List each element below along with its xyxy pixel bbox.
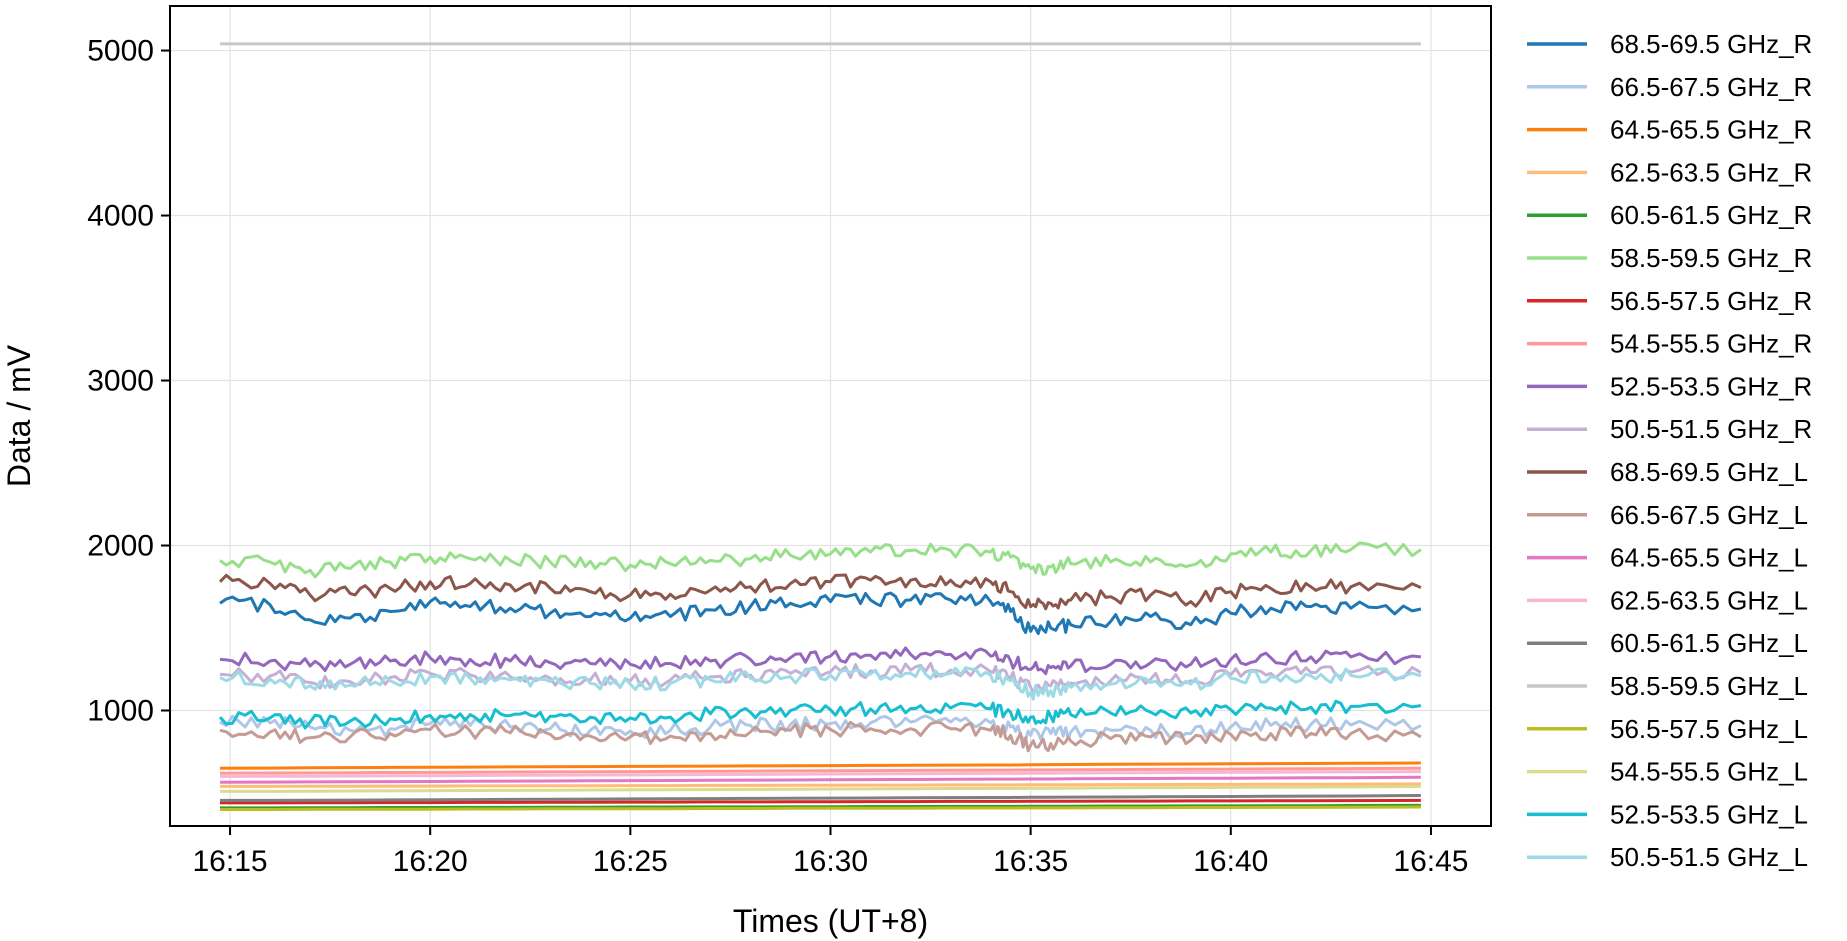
- legend-label: 52.5-53.5 GHz_R: [1610, 371, 1812, 401]
- series-line: [220, 803, 1421, 810]
- series-line: [219, 720, 1422, 753]
- legend: 68.5-69.5 GHz_R 66.5-67.5 GHz_R 64.5-65.5 …: [1527, 29, 1812, 872]
- legend-label: 52.5-53.5 GHz_L: [1610, 799, 1808, 829]
- legend-label: 62.5-63.5 GHz_L: [1610, 585, 1808, 615]
- series-line: [219, 770, 1421, 778]
- legend-label: 66.5-67.5 GHz_R: [1610, 72, 1812, 102]
- legend-label: 54.5-55.5 GHz_L: [1610, 757, 1808, 787]
- series-line: [219, 591, 1422, 636]
- y-tick-label: 5000: [87, 35, 154, 68]
- series-line: [220, 794, 1421, 802]
- x-tick-label: 16:20: [393, 845, 468, 878]
- series-line: [220, 782, 1421, 788]
- x-tick-label: 16:40: [1193, 845, 1268, 878]
- x-axis-label: Times (UT+8): [733, 903, 928, 939]
- legend-label: 68.5-69.5 GHz_L: [1610, 457, 1808, 487]
- x-tick-label: 16:35: [993, 845, 1068, 878]
- legend-label: 60.5-61.5 GHz_R: [1610, 200, 1812, 230]
- legend-label: 58.5-59.5 GHz_L: [1610, 671, 1808, 701]
- grid: [170, 6, 1491, 826]
- x-tick-label: 16:30: [793, 845, 868, 878]
- series-line: [219, 541, 1422, 579]
- x-tick-label: 16:15: [193, 845, 268, 878]
- legend-label: 60.5-61.5 GHz_L: [1610, 628, 1808, 658]
- legend-label: 64.5-65.5 GHz_R: [1610, 115, 1812, 145]
- y-tick-label: 3000: [87, 365, 154, 398]
- series-line: [220, 798, 1421, 805]
- legend-label: 64.5-65.5 GHz_L: [1610, 543, 1808, 573]
- series-line: [219, 761, 1421, 770]
- y-tick-label: 1000: [87, 695, 154, 728]
- axis-ticks: 16:15 16:20 16:25 16:30 16:35 16:40 16:45 1000 2…: [87, 35, 1468, 878]
- legend-label: 54.5-55.5 GHz_R: [1610, 329, 1812, 359]
- series-line: [219, 775, 1421, 784]
- series-lines: [218, 42, 1422, 811]
- series-line: [218, 573, 1422, 611]
- series-line: [219, 646, 1422, 676]
- legend-label: 62.5-63.5 GHz_R: [1610, 157, 1812, 187]
- legend-label: 56.5-57.5 GHz_L: [1610, 714, 1808, 744]
- y-tick-label: 4000: [87, 200, 154, 233]
- series-line: [219, 665, 1422, 701]
- legend-label: 68.5-69.5 GHz_R: [1610, 29, 1812, 59]
- series-line: [219, 766, 1421, 775]
- series-line: [220, 805, 1421, 811]
- x-tick-label: 16:25: [593, 845, 668, 878]
- legend-label: 56.5-57.5 GHz_R: [1610, 286, 1812, 316]
- y-axis-label: Data / mV: [1, 344, 37, 487]
- legend-label: 58.5-59.5 GHz_R: [1610, 243, 1812, 273]
- legend-label: 50.5-51.5 GHz_R: [1610, 414, 1812, 444]
- x-tick-label: 16:45: [1393, 845, 1468, 878]
- series-line: [218, 699, 1422, 730]
- y-tick-label: 2000: [87, 530, 154, 563]
- legend-label: 50.5-51.5 GHz_L: [1610, 842, 1808, 872]
- series-line: [220, 784, 1421, 793]
- legend-label: 66.5-67.5 GHz_L: [1610, 500, 1808, 530]
